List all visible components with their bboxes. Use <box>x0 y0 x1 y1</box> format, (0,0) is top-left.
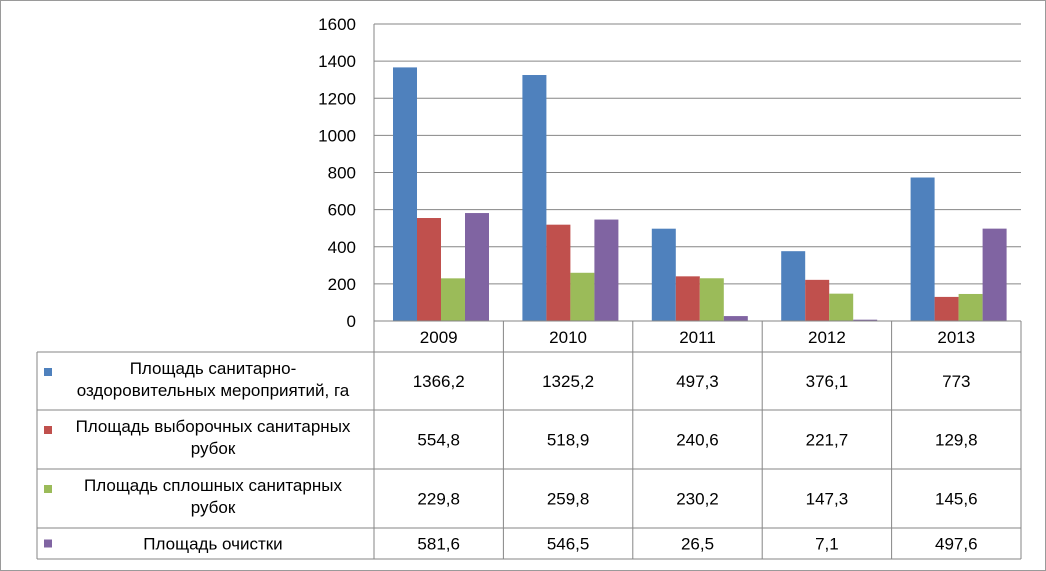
data-value-label: 259,8 <box>547 490 590 509</box>
data-value-label: 7,1 <box>815 535 839 554</box>
legend-series-name: Площадь выборочных санитарных <box>76 417 351 436</box>
data-value-label: 240,6 <box>676 431 719 450</box>
data-value-label: 1366,2 <box>413 372 465 391</box>
legend-series-name: рубок <box>191 498 236 517</box>
legend-series-name: Площадь сплошных санитарных <box>84 476 342 495</box>
data-value-label: 1325,2 <box>542 372 594 391</box>
data-value-label: 230,2 <box>676 490 719 509</box>
bars <box>393 67 1007 321</box>
data-value-label: 229,8 <box>417 490 460 509</box>
bar <box>829 293 854 321</box>
bar <box>853 319 878 321</box>
data-value-label: 129,8 <box>935 431 978 450</box>
bar <box>417 218 441 321</box>
bar <box>441 278 465 321</box>
data-value-label: 147,3 <box>806 490 849 509</box>
x-category-label: 2012 <box>808 328 846 347</box>
data-value-label: 221,7 <box>806 431 849 450</box>
y-tick-label: 800 <box>328 164 356 183</box>
bar <box>699 278 724 321</box>
data-value-label: 546,5 <box>547 535 590 554</box>
y-tick-label: 600 <box>328 201 356 220</box>
legend-series-name: Площадь санитарно- <box>130 359 297 378</box>
y-tick-label: 1200 <box>318 89 356 108</box>
bar <box>781 251 806 321</box>
bar <box>465 213 489 321</box>
y-tick-label: 1400 <box>318 52 356 71</box>
bar <box>675 276 700 321</box>
legend-series-name: Площадь очистки <box>143 535 282 554</box>
y-tick-label: 200 <box>328 275 356 294</box>
data-value-label: 518,9 <box>547 431 590 450</box>
bar <box>522 75 547 321</box>
bar <box>651 228 676 321</box>
x-category-label: 2013 <box>937 328 975 347</box>
bar <box>393 67 417 321</box>
data-value-label: 26,5 <box>681 535 714 554</box>
legend-series-name: оздоровительных мероприятий, га <box>77 381 350 400</box>
axes: 0 200 400 600 800 1000 1200 1400 1600 <box>318 15 375 331</box>
data-table: 2009 2010 2011 2012 2013 Площадь санитарно-оз… <box>36 320 1022 560</box>
legend-series-name: рубок <box>191 439 236 458</box>
y-tick-label: 0 <box>347 312 356 331</box>
bar <box>546 224 571 321</box>
bar <box>723 316 748 321</box>
x-category-label: 2010 <box>549 328 587 347</box>
bar <box>982 228 1007 321</box>
bar <box>958 293 983 321</box>
data-value-label: 581,6 <box>417 535 460 554</box>
legend-swatch <box>44 426 52 434</box>
x-category-label: 2009 <box>420 328 458 347</box>
data-value-label: 554,8 <box>417 431 460 450</box>
legend-swatch <box>44 368 52 376</box>
legend-swatch <box>44 485 52 493</box>
y-tick-label: 1600 <box>318 15 356 34</box>
bar <box>594 219 619 321</box>
bar <box>570 272 595 321</box>
x-category-label: 2011 <box>679 328 716 347</box>
y-tick-label: 1000 <box>318 126 356 145</box>
data-value-label: 376,1 <box>806 372 849 391</box>
data-value-label: 497,6 <box>935 535 978 554</box>
data-value-label: 145,6 <box>935 490 978 509</box>
y-tick-label: 400 <box>328 238 356 257</box>
legend-swatch <box>44 539 52 548</box>
bar <box>805 279 830 321</box>
data-value-label: 773 <box>942 372 970 391</box>
bar <box>910 177 935 321</box>
data-value-label: 497,3 <box>676 372 719 391</box>
bar <box>934 296 959 321</box>
